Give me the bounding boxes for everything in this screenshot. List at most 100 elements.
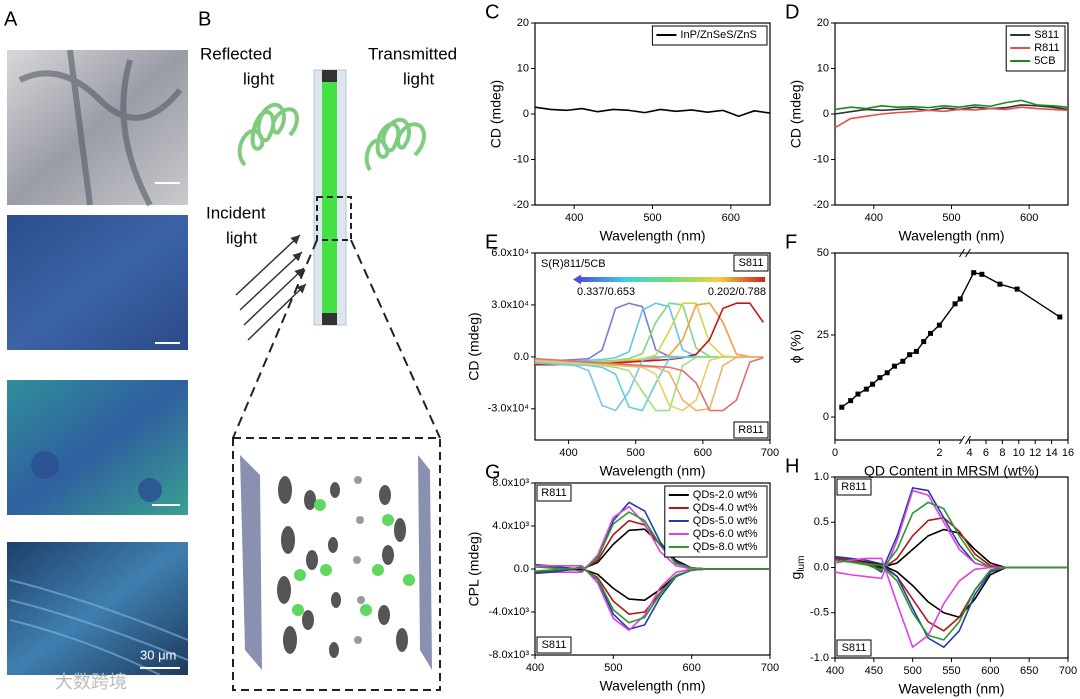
cell-cap [322, 313, 337, 325]
data-line [535, 302, 764, 363]
y-tick-label: 10 [817, 62, 829, 74]
data-line [535, 564, 770, 632]
y-tick-label: -20 [513, 199, 529, 211]
micrograph [7, 215, 188, 350]
data-point [891, 363, 897, 369]
data-point [907, 352, 913, 358]
corner-box [733, 254, 769, 272]
legend-label: QDs-4.0 wt% [693, 502, 758, 514]
cell-cap [322, 70, 337, 82]
legend-label: QDs-8.0 wt% [693, 541, 758, 553]
y-tick-label: -10 [813, 153, 829, 165]
data-line [534, 356, 764, 412]
x-tick-label: 400 [559, 447, 577, 459]
legend-box [1005, 25, 1066, 72]
legend-label: R811 [1034, 42, 1059, 54]
x-tick-label: 500 [604, 662, 622, 674]
data-line [834, 104, 1069, 115]
data-line [834, 557, 1068, 632]
colorbar-left: 0.337/0.653 [577, 286, 635, 298]
legend-box [651, 25, 768, 46]
y-tick-label: -4.0x10³ [489, 606, 530, 618]
y-tick-label: 0.5 [814, 516, 829, 528]
x-tick-label: 700 [761, 662, 779, 674]
data-line [535, 302, 764, 363]
y-tick-label: 1.0 [814, 471, 829, 483]
data-point [957, 296, 963, 302]
light-coil [364, 117, 426, 172]
plot-frame [534, 252, 771, 441]
x-tick-label: 450 [865, 665, 883, 677]
panel-label: E [485, 231, 498, 253]
y-axis-label: glum [788, 556, 807, 580]
x-tick-label: 400 [526, 662, 544, 674]
data-line [534, 356, 764, 412]
y-tick-label: 0.0 [514, 351, 529, 363]
y-axis-label: CD (mdeg) [466, 312, 482, 380]
legend-label: QDs-5.0 wt% [693, 515, 758, 527]
x-tick-label: 600 [694, 447, 712, 459]
y-tick-label: 3.0x10⁴ [491, 299, 529, 311]
legend-label: S811 [1034, 29, 1059, 41]
data-line [534, 106, 771, 118]
chart: C 400 500 600 -20 -10 0 10 20 Wavelength (nm) CD (… [485, 1, 771, 244]
y-tick-label: 6.0x10⁴ [491, 247, 529, 259]
x-tick-label: 10 [1013, 447, 1025, 459]
x-tick-label: 400 [565, 212, 583, 224]
data-point [863, 386, 869, 392]
x-axis-label: Wavelength (nm) [599, 228, 705, 244]
x-axis-label: Wavelength (nm) [898, 681, 1004, 697]
reflected-label: Reflected [200, 44, 272, 63]
x-tick-label: 600 [722, 212, 740, 224]
colorbar-arrow [573, 274, 581, 285]
micrograph-texture [138, 478, 162, 502]
corner-label: R811 [738, 424, 763, 436]
data-point [1057, 314, 1063, 320]
data-point [870, 381, 876, 387]
chart: F 0 2 4 6 8 10 12 14 16 0 25 50 QD Content in MRSM (w… [785, 231, 1074, 478]
y-tick-label: -0.5 [810, 607, 829, 619]
scale-label: 30 μm [140, 647, 176, 662]
x-tick-label: 2 [936, 447, 942, 459]
x-tick-label: 600 [981, 665, 999, 677]
corner-label: S811 [842, 642, 867, 654]
y-tick-label: -10 [513, 153, 529, 165]
legend-box [664, 485, 768, 558]
y-tick-label: 0 [823, 108, 829, 120]
data-line [834, 559, 1068, 641]
y-axis-label: CD (mdeg) [788, 80, 804, 148]
panel-label: G [485, 461, 501, 483]
y-tick-label: 0.0 [814, 561, 829, 573]
data-line [834, 487, 1068, 573]
arrow [247, 283, 307, 341]
x-axis-label: QD Content in MRSM (wt%) [864, 463, 1039, 479]
legend-label: 5CB [1034, 55, 1055, 67]
x-axis-label: Wavelength (nm) [898, 228, 1004, 244]
corner-box [536, 636, 572, 654]
axis-break [962, 435, 969, 445]
data-line [534, 567, 770, 624]
data-point [848, 398, 854, 404]
micrograph-texture [31, 451, 59, 479]
panel-label: B [198, 8, 211, 30]
panel-a: A 30 μm 大数跨境 [4, 8, 189, 692]
y-tick-label: -20 [813, 199, 829, 211]
reflected-label: light [243, 69, 274, 88]
data-line [834, 99, 1069, 111]
substrate [418, 455, 432, 670]
x-tick-label: 0 [832, 447, 838, 459]
data-point [839, 404, 845, 410]
corner-label: S811 [542, 639, 567, 651]
molecules [277, 476, 408, 658]
x-tick-label: 500 [643, 212, 661, 224]
y-axis-label: CD (mdeg) [488, 80, 504, 148]
x-axis-label: Wavelength (nm) [599, 678, 705, 694]
y-tick-label: -3.0x10⁴ [488, 403, 530, 415]
chart: D 400 500 600 -20 -10 0 10 20 Wavelength (nm) CD (… [785, 1, 1069, 244]
data-line [535, 302, 764, 366]
y-tick-label: 20 [517, 17, 529, 29]
x-tick-label: 550 [942, 665, 960, 677]
data-point [979, 271, 985, 277]
data-line [535, 302, 764, 365]
data-line [534, 566, 770, 631]
